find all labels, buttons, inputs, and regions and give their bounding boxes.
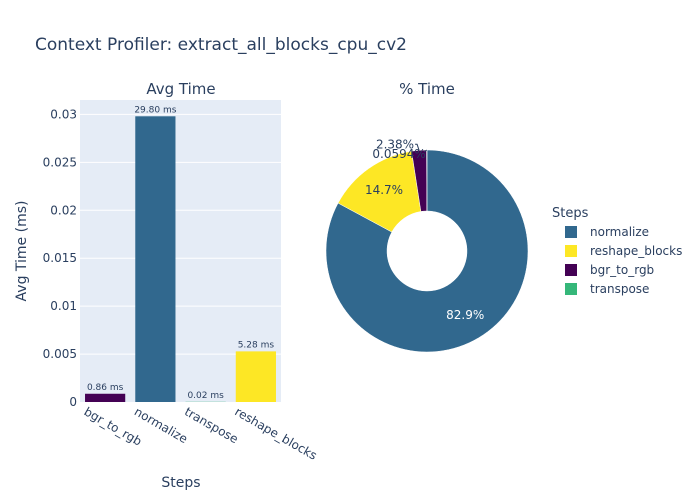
bar-y-tick-label: 0.015 [43, 251, 77, 265]
bar-chart: Avg Time 0 0.005 0.01 0.015 0.02 0.025 0.03 0.… [14, 80, 319, 491]
legend-swatch-transpose [565, 283, 577, 295]
bar-normalize [135, 116, 175, 402]
bar-x-tick-labels: bgr_to_rgbnormalizetransposereshape_bloc… [82, 404, 320, 462]
bar-y-tick-label: 0.03 [50, 107, 77, 121]
bar-y-tick-label: 0 [69, 395, 77, 409]
pie-value-label: 82.9% [446, 308, 484, 322]
legend-items: normalize reshape_blocks bgr_to_rgbtranspo… [565, 225, 682, 296]
legend-item-label: reshape_blocks [590, 244, 682, 258]
bar-y-tick-label: 0.025 [43, 155, 77, 169]
pie-chart-title: % Time [399, 80, 455, 98]
bar-y-axis-label: Avg Time (ms) [14, 201, 30, 302]
bar-y-tick-label: 0.02 [50, 203, 77, 217]
bar-data-label: 0.86 ms [87, 383, 124, 393]
pie-chart: % Time 82.9%14.7%2.38%0.0594% [326, 80, 528, 352]
bar-data-label: 5.28 ms [238, 340, 275, 350]
bar-x-tick-label: reshape_blocks [232, 404, 319, 462]
legend: Steps normalize reshape_blocks bgr_to_rgbt… [552, 206, 682, 296]
bar-chart-title: Avg Time [146, 80, 215, 98]
pie-slices [326, 150, 528, 352]
bar-y-tick-label: 0.005 [43, 347, 77, 361]
figure-title: Context Profiler: extract_all_blocks_cpu… [35, 35, 407, 55]
legend-item-label: bgr_to_rgb [590, 263, 654, 277]
bar-bgr_to_rgb [85, 394, 125, 402]
legend-item-label: transpose [590, 282, 649, 296]
bar-x-axis-label: Steps [161, 475, 200, 491]
bar-y-tick-label: 0.01 [50, 299, 77, 313]
legend-title: Steps [552, 206, 589, 221]
pie-value-label: 14.7% [365, 183, 403, 197]
pie-value-label: 0.0594% [372, 147, 425, 161]
bar-x-tick-label: transpose [182, 404, 240, 446]
legend-item-label: normalize [590, 225, 649, 239]
bar-data-label: 0.02 ms [187, 391, 224, 401]
bar-y-tick-labels: 0 0.005 0.01 0.015 0.02 0.025 0.03 [43, 107, 77, 409]
legend-swatch-reshape_blocks [565, 245, 577, 257]
legend-swatch-bgr_to_rgb [565, 264, 577, 276]
bar-data-label: 29.80 ms [134, 105, 176, 115]
bar-reshape_blocks [236, 351, 276, 402]
legend-swatch-normalize [565, 226, 577, 238]
